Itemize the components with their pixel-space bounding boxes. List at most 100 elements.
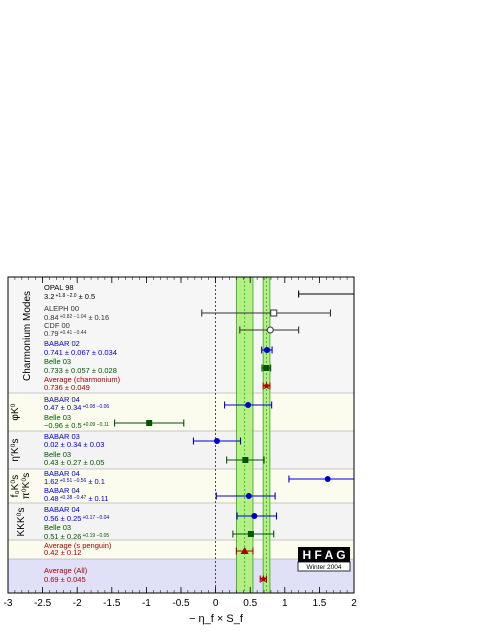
point-marker — [245, 402, 252, 408]
point-marker — [240, 547, 249, 554]
x-tick-label: -0.5 — [172, 598, 190, 609]
entry-value-main: 0.56 ± 0.25 — [44, 514, 81, 523]
entry-value-main: 0.741 ± 0.067 ± 0.034 — [44, 348, 117, 357]
entry-value-main: 0.84 — [44, 313, 59, 322]
point-marker — [266, 326, 274, 334]
entry-name: CDF 00 — [44, 321, 70, 330]
entry-name: BABAR 02 — [44, 339, 80, 348]
entry-name: Average (s penguin) — [44, 541, 112, 550]
entry-name: Belle 03 — [44, 450, 71, 459]
entry-value-asym: +1.8 −2.0 — [55, 293, 76, 299]
x-tick-label: -1.5 — [103, 598, 121, 609]
point-marker — [270, 309, 278, 317]
category-label: KKK⁰s — [16, 507, 27, 536]
entry-value-asym: +0.38 −0.47 — [60, 495, 87, 501]
point-marker — [245, 493, 252, 499]
x-tick-label: 0 — [213, 598, 219, 609]
point-marker — [263, 365, 270, 371]
entry-value-main: 0.51 ± 0.26 — [44, 532, 81, 541]
entry-value-main: 0.79 — [44, 329, 59, 338]
point-marker — [146, 420, 153, 426]
measurement-entry: BABAR 040.47 ± 0.34+0.08 −0.06 — [44, 395, 273, 412]
entry-name: Belle 03 — [44, 523, 71, 532]
entry-value-main: 0.48 — [44, 494, 59, 503]
entry-value: 0.43 ± 0.27 ± 0.05 — [44, 458, 104, 467]
entry-name: Average (charmonium) — [44, 375, 121, 384]
average-bands — [235, 276, 271, 594]
entry-name: BABAR 04 — [44, 486, 80, 495]
entry-value: 0.48+0.38 −0.47 ± 0.11 — [44, 494, 109, 503]
hfag-logo-text: H F A G — [302, 548, 345, 562]
entry-value-asym: +0.17 −0.04 — [82, 515, 109, 521]
measurement-entry: ALEPH 000.84+0.82 −1.04 ± 0.16 — [44, 304, 332, 322]
entry-value-syst: ± 0.1 — [88, 477, 105, 486]
x-axis: -3 -2.5 -2 -1.5 -1 -0.5 0 0.5 1 1.5 2 — [4, 277, 357, 609]
hfag-logo: H F A G Winter 2004 — [297, 547, 351, 572]
entry-name: Belle 03 — [44, 413, 71, 422]
measurement-entry: Belle 03−0.96 ± 0.5+0.09 −0.11 — [44, 413, 185, 430]
section-bg — [8, 469, 354, 503]
measurement-entry: BABAR 041.62+0.51 −0.56 ± 0.1 — [44, 469, 354, 486]
hfag-logo-box — [298, 547, 350, 562]
entry-value: 0.56 ± 0.25+0.17 −0.04 — [44, 514, 109, 523]
measurement-entry: Belle 030.43 ± 0.27 ± 0.05 — [44, 450, 265, 467]
x-tick-label: -2.5 — [34, 598, 52, 609]
x-tick-label: 1 — [282, 598, 288, 609]
entry-value-main: 0.69 ± 0.045 — [44, 575, 86, 584]
category-label: π⁰K⁰s — [21, 473, 32, 500]
x-axis-label: − η_f × S_f — [189, 613, 244, 625]
entry-value-main: −0.96 ± 0.5 — [44, 421, 82, 430]
entry-value-syst: ± 0.5 — [79, 292, 96, 301]
x-tick-label: 1.5 — [312, 598, 326, 609]
x-tick-label: 0.5 — [243, 598, 257, 609]
section-backgrounds — [8, 277, 354, 593]
entry-value-main: 3.2 — [44, 292, 54, 301]
x-tick-label: -2 — [73, 598, 82, 609]
entry-value-asym: +0.41 −0.44 — [60, 330, 87, 336]
entry-value: 1.62+0.51 −0.56 ± 0.1 — [44, 477, 105, 486]
entry-value: 0.733 ± 0.057 ± 0.028 — [44, 366, 117, 375]
section-bg — [8, 431, 354, 469]
category-labels: Charmonium Modes φK⁰ η′K⁰s f₀K⁰s π⁰K⁰s KKK⁰s — [10, 291, 33, 537]
entry-value-main: 1.62 — [44, 477, 59, 486]
point-marker — [259, 574, 268, 583]
point-marker — [251, 513, 258, 519]
hfag-logo-subtitle: Winter 2004 — [306, 564, 341, 571]
entry-value: 0.51 ± 0.26+0.19 −0.05 — [44, 532, 109, 541]
entry-value-main: 0.42 ± 0.12 — [44, 548, 81, 557]
entry-name: ALEPH 00 — [44, 304, 79, 313]
measurement-entry: Belle 030.733 ± 0.057 ± 0.028 — [44, 357, 272, 375]
category-label: η′K⁰s — [10, 438, 21, 461]
entry-value-main: 0.02 ± 0.34 ± 0.03 — [44, 440, 104, 449]
entry-name: BABAR 04 — [44, 395, 80, 404]
entry-name: BABAR 04 — [44, 505, 80, 514]
x-tick-label: -3 — [4, 598, 13, 609]
entry-value-main: 0.733 ± 0.057 ± 0.028 — [44, 366, 117, 375]
measurement-entry: CDF 000.79+0.41 −0.44 — [44, 321, 300, 338]
entry-value: 0.42 ± 0.12 — [44, 548, 81, 557]
entry-value-asym: +0.09 −0.11 — [83, 422, 110, 428]
entry-name: BABAR 03 — [44, 432, 80, 441]
hfag-logo-sub-box — [297, 561, 351, 572]
entry-value: 0.47 ± 0.34+0.08 −0.06 — [44, 403, 109, 412]
measurement-entry: Belle 030.51 ± 0.26+0.19 −0.05 — [44, 523, 275, 541]
entry-value: 0.02 ± 0.34 ± 0.03 — [44, 440, 104, 449]
measurement-entry: Average (charmonium)0.736 ± 0.049 — [44, 375, 271, 392]
measurement-entry: BABAR 040.56 ± 0.25+0.17 −0.04 — [44, 505, 278, 523]
category-label: Charmonium Modes — [22, 291, 33, 381]
entry-name: OPAL 98 — [44, 283, 74, 292]
point-marker — [242, 457, 249, 463]
entry-value: 0.736 ± 0.049 — [44, 383, 90, 392]
section-bg — [8, 277, 354, 393]
entry-name: BABAR 04 — [44, 469, 80, 478]
entry-name: Belle 03 — [44, 357, 71, 366]
entry-name: Average (All) — [44, 566, 88, 575]
measurement-entry: BABAR 020.741 ± 0.067 ± 0.034 — [44, 339, 273, 357]
point-marker — [213, 438, 220, 444]
category-label: φK⁰ — [10, 403, 21, 420]
entry-value-asym: +0.51 −0.56 — [60, 478, 87, 484]
entry-value-asym: +0.82 −1.04 — [60, 314, 87, 320]
measurement-entry: BABAR 030.02 ± 0.34 ± 0.03 — [44, 432, 242, 449]
